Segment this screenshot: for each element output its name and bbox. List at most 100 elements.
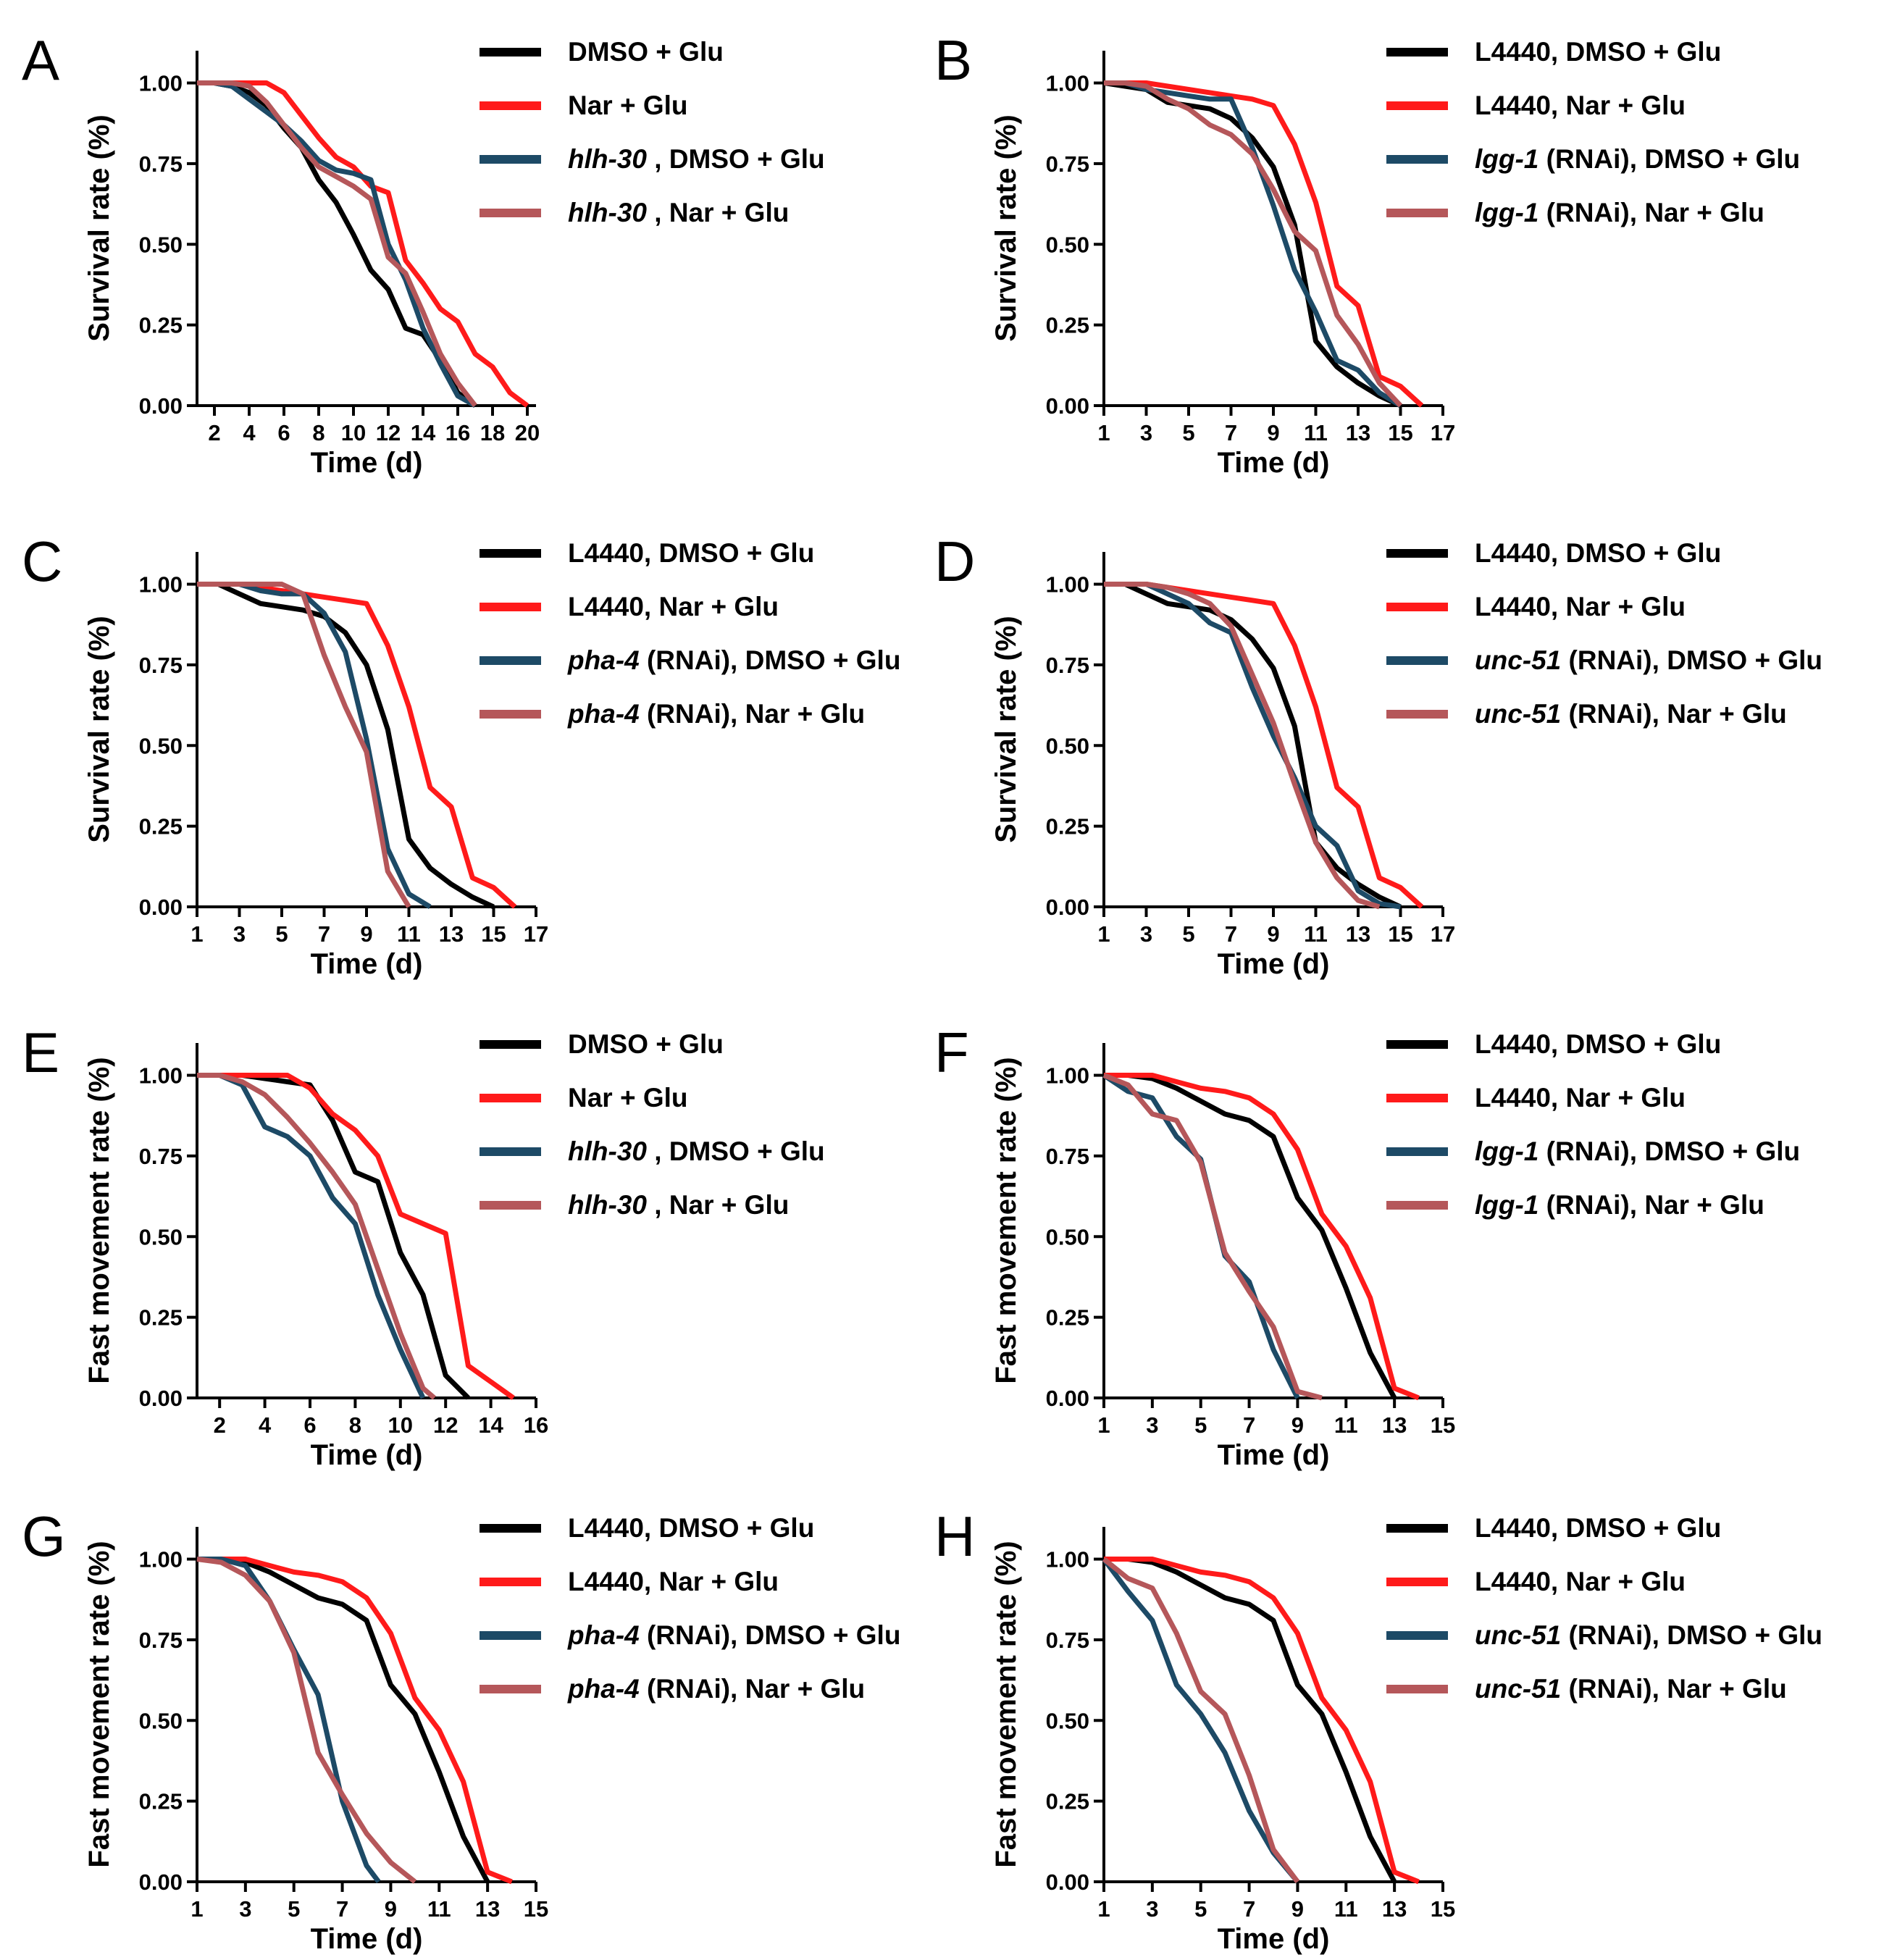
y-tick-label: 0.25 bbox=[1046, 1789, 1089, 1814]
y-tick-label: 0.25 bbox=[1046, 1305, 1089, 1331]
legend-label: DMSO + Glu bbox=[568, 37, 724, 67]
x-tick-label: 1 bbox=[1097, 921, 1110, 947]
x-tick-label: 7 bbox=[1225, 921, 1237, 947]
legend-text: L4440, DMSO + Glu bbox=[1475, 1513, 1721, 1543]
y-tick-label: 1.00 bbox=[139, 572, 183, 598]
series-line-2 bbox=[197, 1073, 515, 1400]
legend-label: pha-4 (RNAi), Nar + Glu bbox=[567, 1674, 865, 1704]
y-tick-label: 0.75 bbox=[139, 1628, 183, 1653]
y-tick-label: 0.75 bbox=[1046, 151, 1089, 177]
legend-label: unc-51 (RNAi), DMSO + Glu bbox=[1475, 645, 1822, 675]
x-tick-label: 3 bbox=[1140, 420, 1152, 445]
x-tick-label: 9 bbox=[1291, 1896, 1304, 1922]
series-line-1 bbox=[1104, 1557, 1397, 1883]
series-line-2 bbox=[1104, 80, 1424, 408]
x-tick-label: 1 bbox=[1097, 1896, 1110, 1922]
legend-text: L4440, DMSO + Glu bbox=[568, 538, 814, 568]
legend-text: L4440, DMSO + Glu bbox=[1475, 1029, 1721, 1059]
series-line-4 bbox=[197, 582, 411, 908]
legend-gene-name: hlh-30 bbox=[568, 198, 647, 227]
legend-label: L4440, DMSO + Glu bbox=[1475, 1513, 1721, 1543]
x-tick-label: 3 bbox=[239, 1896, 251, 1922]
y-axis-title: Fast movement rate (%) bbox=[990, 1541, 1022, 1867]
y-tick-label: 0.75 bbox=[139, 151, 183, 177]
x-axis-title: Time (d) bbox=[311, 1923, 423, 1955]
y-tick-label: 1.00 bbox=[139, 1063, 183, 1089]
legend-gene-name: hlh-30 bbox=[568, 144, 647, 174]
x-tick-label: 10 bbox=[388, 1412, 413, 1438]
x-tick-label: 11 bbox=[1334, 1896, 1358, 1922]
panel-label-d: D bbox=[934, 529, 975, 593]
x-axis-title: Time (d) bbox=[1218, 1923, 1330, 1955]
y-axis-title: Fast movement rate (%) bbox=[83, 1541, 115, 1867]
x-tick-label: 8 bbox=[312, 420, 325, 445]
legend-gene-name: hlh-30 bbox=[568, 1190, 647, 1220]
legend-gene-name: hlh-30 bbox=[568, 1136, 647, 1166]
legend-label: pha-4 (RNAi), DMSO + Glu bbox=[567, 1620, 900, 1650]
y-tick-label: 1.00 bbox=[139, 1547, 183, 1572]
y-tick-label: 0.25 bbox=[1046, 814, 1089, 839]
legend-label: pha-4 (RNAi), DMSO + Glu bbox=[567, 645, 900, 675]
x-tick-label: 7 bbox=[318, 921, 330, 947]
legend-gene-name: lgg-1 bbox=[1475, 1136, 1538, 1166]
y-tick-label: 0.50 bbox=[1046, 1708, 1089, 1733]
legend-label: L4440, Nar + Glu bbox=[1475, 1083, 1686, 1113]
legend-label: L4440, DMSO + Glu bbox=[1475, 538, 1721, 568]
panel-label-h: H bbox=[934, 1504, 975, 1568]
legend-label: unc-51 (RNAi), Nar + Glu bbox=[1475, 1674, 1787, 1704]
x-tick-label: 16 bbox=[445, 420, 470, 445]
x-tick-label: 16 bbox=[524, 1412, 548, 1438]
x-tick-label: 8 bbox=[349, 1412, 361, 1438]
x-tick-label: 4 bbox=[243, 420, 256, 445]
y-tick-label: 0.00 bbox=[139, 393, 183, 419]
legend-label: lgg-1 (RNAi), DMSO + Glu bbox=[1475, 1136, 1800, 1166]
panel-label-f: F bbox=[934, 1021, 969, 1084]
series-line-4 bbox=[1102, 1557, 1300, 1884]
x-tick-label: 7 bbox=[1243, 1412, 1255, 1438]
legend-label: L4440, Nar + Glu bbox=[1475, 1567, 1686, 1596]
legend-gene-name: lgg-1 bbox=[1475, 1190, 1538, 1220]
legend-gene-name: lgg-1 bbox=[1475, 198, 1538, 227]
legend-text: (RNAi), DMSO + Glu bbox=[1561, 1620, 1822, 1650]
x-tick-label: 7 bbox=[336, 1896, 348, 1922]
y-tick-label: 0.75 bbox=[139, 653, 183, 678]
y-tick-label: 0.25 bbox=[139, 1789, 183, 1814]
legend-label: L4440, DMSO + Glu bbox=[1475, 1029, 1721, 1059]
legend-text: L4440, Nar + Glu bbox=[1475, 1083, 1686, 1113]
y-tick-label: 0.50 bbox=[139, 1224, 183, 1249]
legend-label: DMSO + Glu bbox=[568, 1029, 724, 1059]
legend-label: hlh-30 , Nar + Glu bbox=[568, 198, 789, 227]
x-tick-label: 5 bbox=[1182, 921, 1194, 947]
legend-label: hlh-30 , DMSO + Glu bbox=[568, 1136, 825, 1166]
x-tick-label: 1 bbox=[191, 1896, 203, 1922]
series-line-4 bbox=[196, 1557, 417, 1884]
series-line-4 bbox=[1102, 1073, 1323, 1401]
y-tick-label: 0.00 bbox=[139, 1869, 183, 1895]
x-tick-label: 20 bbox=[515, 420, 540, 445]
x-tick-label: 17 bbox=[524, 921, 548, 947]
legend-text: (RNAi), Nar + Glu bbox=[1561, 1674, 1786, 1704]
x-axis-title: Time (d) bbox=[311, 948, 423, 980]
x-tick-label: 15 bbox=[481, 921, 506, 947]
legend-text: L4440, Nar + Glu bbox=[568, 1567, 779, 1596]
legend-label: lgg-1 (RNAi), Nar + Glu bbox=[1475, 1190, 1764, 1220]
legend-text: (RNAi), DMSO + Glu bbox=[640, 645, 901, 675]
y-tick-label: 0.75 bbox=[1046, 1628, 1089, 1653]
x-tick-label: 6 bbox=[277, 420, 290, 445]
legend-text: L4440, Nar + Glu bbox=[1475, 1567, 1686, 1596]
y-tick-label: 0.25 bbox=[139, 814, 183, 839]
y-tick-label: 0.00 bbox=[1046, 895, 1089, 920]
legend-text: L4440, DMSO + Glu bbox=[568, 1513, 814, 1543]
legend-text: (RNAi), DMSO + Glu bbox=[1561, 645, 1822, 675]
legend-label: hlh-30 , Nar + Glu bbox=[568, 1190, 789, 1220]
legend-label: unc-51 (RNAi), Nar + Glu bbox=[1475, 699, 1787, 729]
x-tick-label: 9 bbox=[1267, 420, 1279, 445]
legend-text: L4440, Nar + Glu bbox=[568, 592, 779, 621]
x-tick-label: 13 bbox=[1346, 921, 1370, 947]
legend-label: Nar + Glu bbox=[568, 91, 688, 120]
x-tick-label: 11 bbox=[397, 921, 421, 947]
y-tick-label: 1.00 bbox=[1046, 1547, 1089, 1572]
